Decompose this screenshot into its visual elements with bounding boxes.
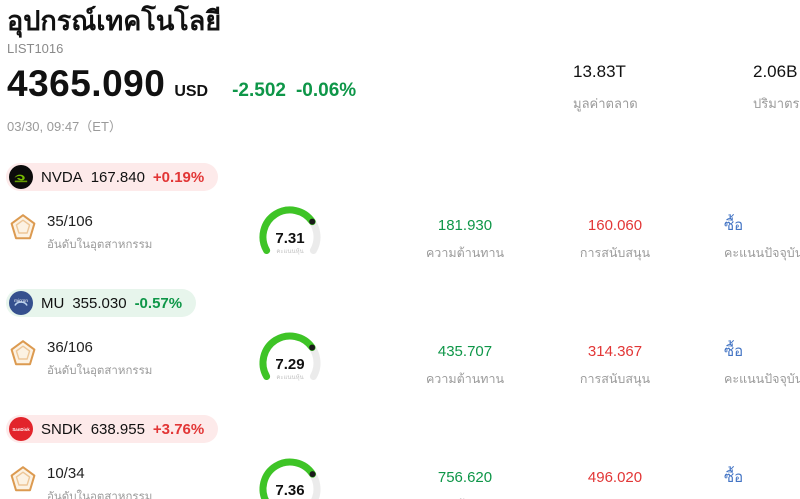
- index-header: อุปกรณ์เทคโนโลยี LIST1016 4365.090 USD -…: [0, 0, 800, 135]
- resistance-metric: 756.620 ความต้านทาน: [426, 469, 504, 499]
- resistance-label: ความต้านทาน: [425, 246, 505, 260]
- change-percent: -0.06%: [295, 80, 357, 101]
- list-code: LIST1016: [7, 41, 64, 56]
- signal-label: คะแนนปัจจุบัน: [724, 246, 800, 260]
- nvda-logo-icon: [9, 165, 33, 189]
- change-value: -2.502: [232, 80, 286, 101]
- rank-value: 10/34: [47, 465, 85, 482]
- support-metric: 314.367 การสนับสนุน: [580, 343, 650, 389]
- ticker-symbol: NVDA: [41, 168, 83, 186]
- market-cap-label: มูลค่าตลาด: [573, 96, 638, 111]
- ticker-pill-nvda[interactable]: NVDA 167.840 +0.19%: [6, 163, 219, 191]
- rank-value: 36/106: [47, 339, 93, 356]
- support-label: การสนับสนุน: [579, 246, 651, 260]
- buy-signal[interactable]: ซื้อ: [724, 217, 744, 234]
- ticker-change: -0.57%: [134, 294, 183, 312]
- buy-signal[interactable]: ซื้อ: [724, 469, 744, 486]
- ticker-change: +0.19%: [152, 168, 205, 186]
- rank-value: 35/106: [47, 213, 93, 230]
- industry-rank: 35/106 อันดับในอุตสาหกรรม: [9, 213, 152, 254]
- score-value: 7.31: [275, 230, 304, 247]
- score-value: 7.29: [275, 356, 304, 373]
- volume-stat: 2.06B ปริมาตร: [753, 62, 800, 114]
- support-label: การสนับสนุน: [579, 372, 651, 386]
- score-gauge: 7.31 คะแนนหุ้น: [259, 206, 321, 255]
- ticker-symbol: MU: [41, 294, 65, 312]
- support-label: การสนับสนุน: [580, 495, 650, 499]
- score-gauge: 7.36 คะแนนหุ้น: [259, 458, 321, 499]
- signal-label: คะแนนปัจจุบัน: [724, 372, 800, 386]
- sandisk-logo-icon: SanDisk: [9, 417, 33, 441]
- score-value: 7.36: [275, 482, 304, 499]
- ticker-price: 355.030: [72, 294, 127, 312]
- rank-badge-icon: [9, 465, 37, 498]
- ticker-change: +3.76%: [152, 420, 205, 438]
- stock-section-sndk: SanDisk SNDK 638.955 +3.76% 10/34 อันดับ…: [0, 415, 800, 499]
- index-change: -2.502 -0.06%: [232, 71, 366, 111]
- signal-block: ซื้อ คะแนนปัจจุบัน: [724, 217, 800, 263]
- signal-block: ซื้อ คะแนนปัจจุบัน: [724, 469, 800, 499]
- support-value: 496.020: [587, 469, 643, 486]
- rank-badge-icon: [9, 339, 37, 372]
- signal-label: คะแนนปัจจุบัน: [724, 495, 800, 499]
- svg-text:micron: micron: [14, 298, 28, 303]
- industry-rank: 36/106 อันดับในอุตสาหกรรม: [9, 339, 152, 380]
- ticker-price: 167.840: [90, 168, 145, 186]
- ticker-price: 638.955: [90, 420, 145, 438]
- signal-block: ซื้อ คะแนนปัจจุบัน: [724, 343, 800, 389]
- resistance-value: 435.707: [437, 343, 493, 360]
- market-cap-value: 13.83T: [573, 62, 626, 81]
- resistance-label: ความต้านทาน: [425, 372, 505, 386]
- volume-label: ปริมาตร: [753, 96, 800, 111]
- resistance-metric: 435.707 ความต้านทาน: [426, 343, 504, 389]
- stock-section-nvda: NVDA 167.840 +0.19% 35/106 อันดับในอุตสา…: [0, 163, 800, 283]
- score-hint-label: คะแนนหุ้น: [276, 374, 303, 381]
- resistance-value: 181.930: [437, 217, 493, 234]
- rank-label: อันดับในอุตสาหกรรม: [47, 239, 153, 251]
- support-value: 314.367: [587, 343, 643, 360]
- ticker-symbol: SNDK: [41, 420, 83, 438]
- rank-badge-icon: [9, 213, 37, 246]
- market-cap-stat: 13.83T มูลค่าตลาด: [573, 62, 638, 114]
- resistance-metric: 181.930 ความต้านทาน: [426, 217, 504, 263]
- support-metric: 160.060 การสนับสนุน: [580, 217, 650, 263]
- score-hint-label: คะแนนหุ้น: [276, 248, 303, 255]
- micron-logo-icon: micron: [9, 291, 33, 315]
- rank-label: อันดับในอุตสาหกรรม: [47, 365, 153, 377]
- quote-datetime: 03/30, 09:47（ET）: [7, 119, 122, 134]
- industry-rank: 10/34 อันดับในอุตสาหกรรม: [9, 465, 152, 499]
- ticker-pill-mu[interactable]: micron MU 355.030 -0.57%: [6, 289, 197, 317]
- index-price: 4365.090: [7, 63, 166, 104]
- currency-label: USD: [174, 83, 209, 100]
- ticker-pill-sndk[interactable]: SanDisk SNDK 638.955 +3.76%: [6, 415, 219, 443]
- volume-value: 2.06B: [753, 62, 798, 81]
- buy-signal[interactable]: ซื้อ: [724, 343, 744, 360]
- resistance-value: 756.620: [437, 469, 493, 486]
- resistance-label: ความต้านทาน: [426, 495, 504, 499]
- svg-text:SanDisk: SanDisk: [12, 427, 30, 432]
- page-title: อุปกรณ์เทคโนโลยี: [7, 6, 222, 36]
- support-metric: 496.020 การสนับสนุน: [580, 469, 650, 499]
- rank-label: อันดับในอุตสาหกรรม: [47, 491, 153, 499]
- support-value: 160.060: [587, 217, 643, 234]
- stock-section-mu: micron MU 355.030 -0.57% 36/106 อันดับใน…: [0, 289, 800, 409]
- score-gauge: 7.29 คะแนนหุ้น: [259, 332, 321, 381]
